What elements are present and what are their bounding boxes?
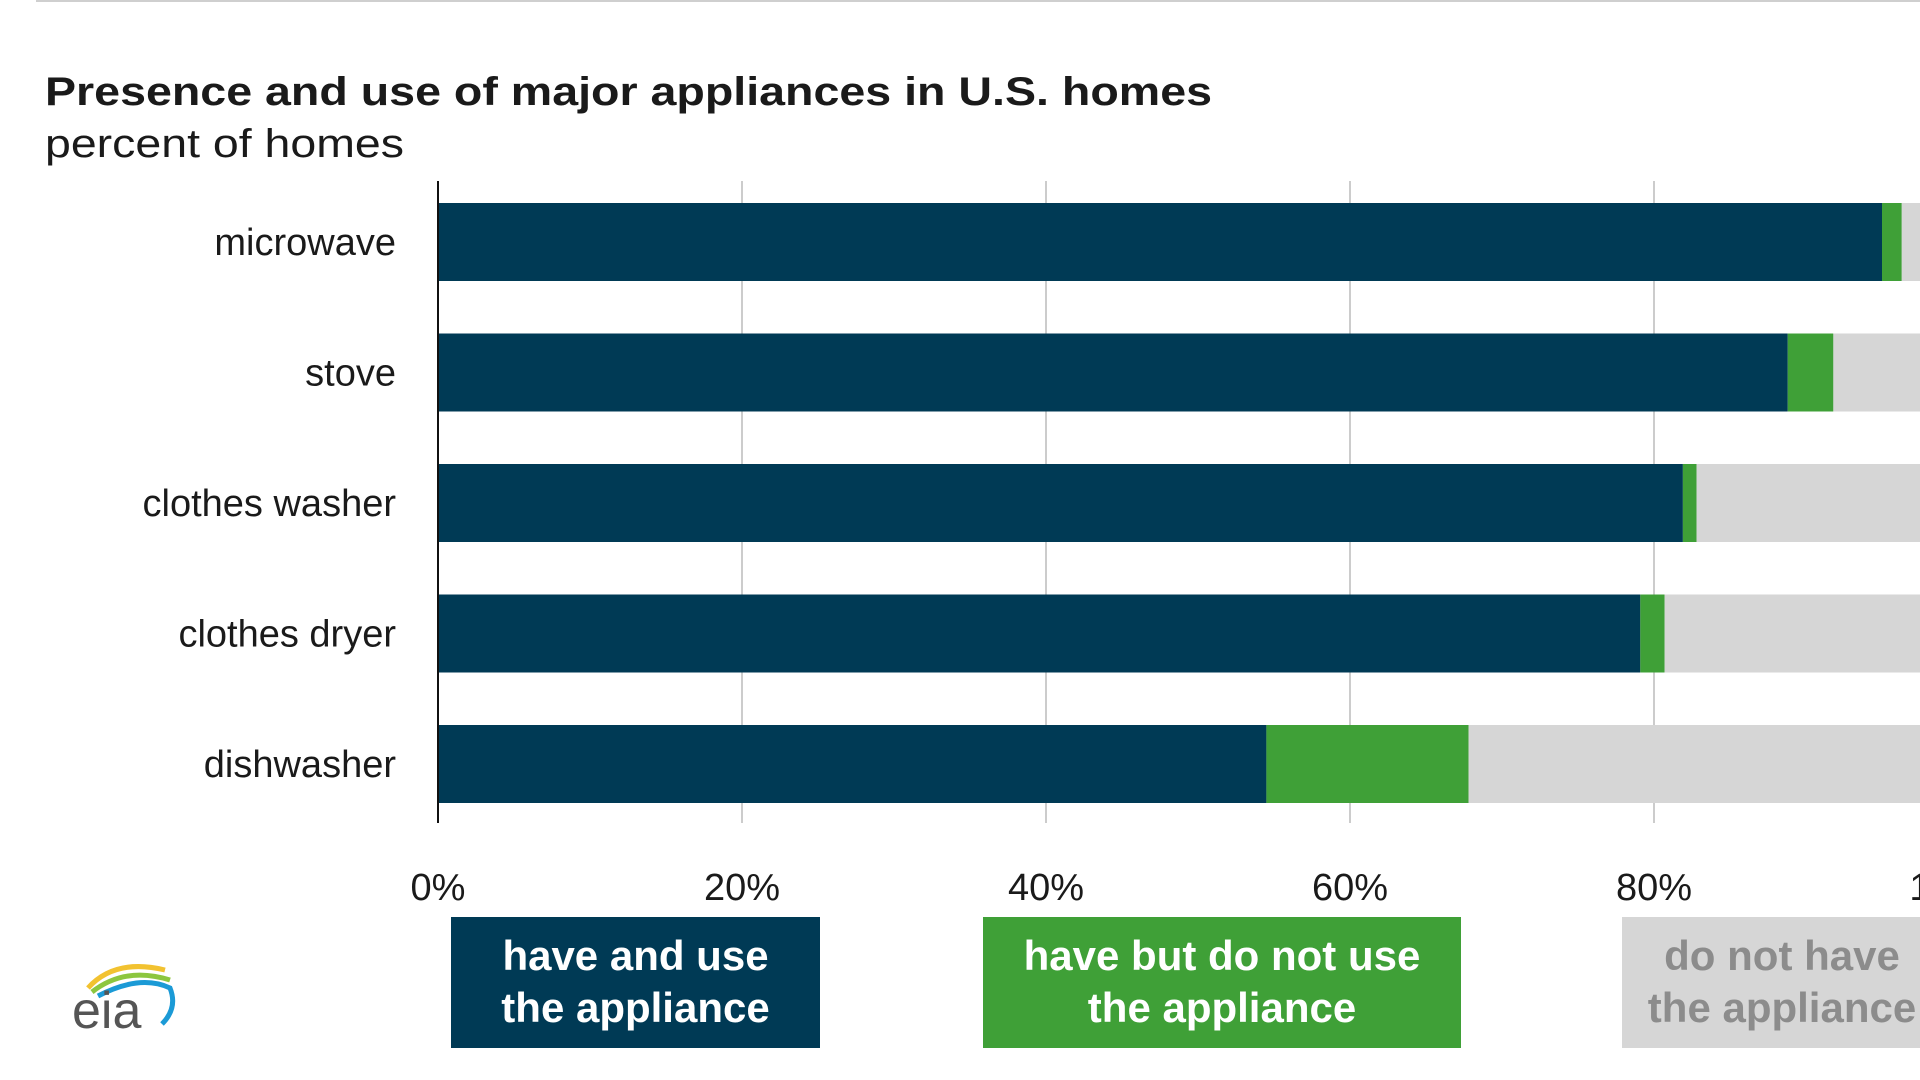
bar-segment-stove-1 [1787, 333, 1834, 412]
y-tick-label: microwave [214, 222, 396, 264]
x-tick-label: 100% [1909, 867, 1920, 909]
y-tick-label: clothes washer [143, 483, 397, 525]
bar-segment-stove-2 [1833, 333, 1920, 412]
legend-label: the appliance [1088, 984, 1356, 1031]
x-tick-label: 0% [411, 867, 466, 909]
y-tick-label: stove [305, 353, 396, 395]
bar-segment-microwave-2 [1901, 203, 1920, 281]
bar-segment-dishwasher-0 [438, 725, 1267, 803]
legend-swatch [451, 917, 820, 1048]
bar-segment-clothes-washer-0 [438, 464, 1683, 542]
bar-segment-microwave-1 [1882, 203, 1902, 281]
bar-segment-dishwasher-2 [1468, 725, 1920, 803]
bar-segment-microwave-0 [438, 203, 1882, 281]
legend-label: the appliance [501, 984, 769, 1031]
legend-label: do not have [1664, 932, 1900, 979]
bar-segment-clothes-washer-2 [1696, 464, 1920, 542]
legend-label: have but do not use [1024, 932, 1421, 979]
bar-segment-clothes-dryer-1 [1640, 594, 1665, 673]
bar-segment-clothes-washer-1 [1682, 464, 1697, 542]
chart-subtitle: percent of homes [45, 122, 404, 166]
y-tick-label: clothes dryer [178, 614, 396, 656]
x-tick-label: 60% [1312, 867, 1388, 909]
x-tick-labels: 0% 20% 40% 60% 80% 100% [411, 867, 1920, 909]
bar-segment-clothes-dryer-0 [438, 594, 1641, 673]
chart-title: Presence and use of major appliances in … [45, 70, 1212, 114]
x-tick-label: 20% [704, 867, 780, 909]
eia-logo: eia [72, 964, 176, 1040]
bars [438, 203, 1920, 803]
legend-label: have and use [502, 932, 768, 979]
legend: have and use the appliance have but do not… [451, 917, 1920, 1048]
legend-label: the appliance [1648, 984, 1916, 1031]
y-tick-labels: microwave stove clothes washer clothes drye… [143, 222, 397, 786]
x-tick-label: 40% [1008, 867, 1084, 909]
eia-logo-text: eia [72, 982, 141, 1040]
y-tick-label: dishwasher [204, 744, 397, 786]
legend-swatch [983, 917, 1461, 1048]
x-tick-label: 80% [1616, 867, 1692, 909]
legend-swatch [1622, 917, 1920, 1048]
bar-segment-dishwasher-1 [1266, 725, 1469, 803]
bar-segment-clothes-dryer-2 [1664, 594, 1920, 673]
bar-segment-stove-0 [438, 333, 1788, 412]
